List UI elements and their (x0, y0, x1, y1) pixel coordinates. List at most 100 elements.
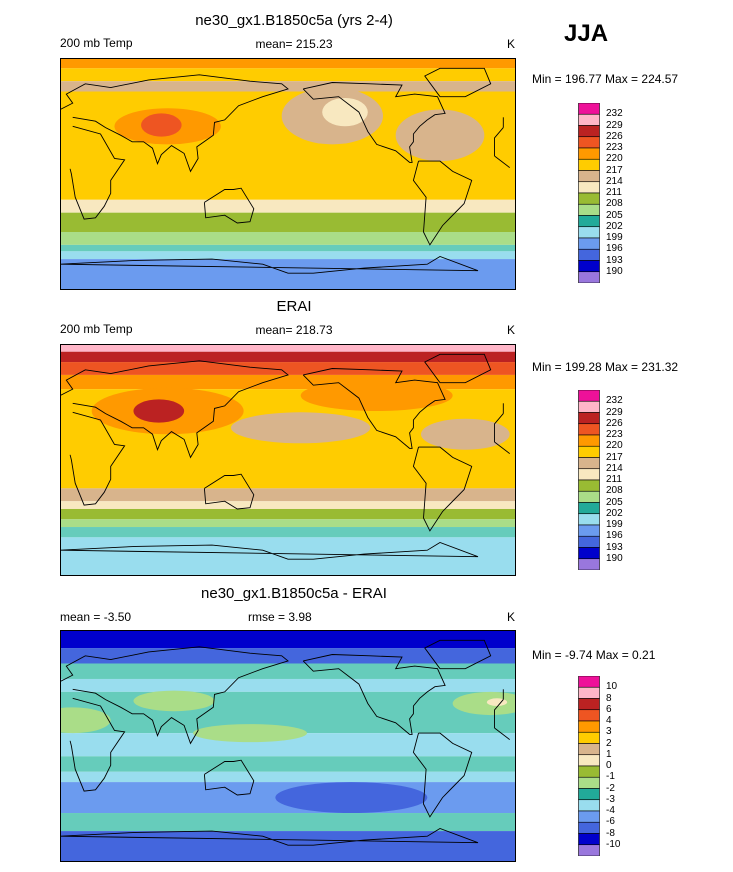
colorbar-tick-label: 211 (606, 187, 622, 198)
colorbar-tick-label: -8 (606, 827, 615, 839)
map-frame (60, 58, 516, 290)
coastline (412, 732, 473, 818)
contour-band (60, 527, 516, 538)
colorbar-box (578, 686, 600, 699)
colorbar-tick-label: 223 (606, 142, 623, 153)
coastline (69, 125, 126, 220)
colorbar-tick-label: 8 (606, 692, 612, 704)
coastline (60, 646, 289, 745)
colorbar-box (578, 524, 600, 537)
colorbar-box (578, 192, 600, 205)
colorbar-box (578, 754, 600, 767)
colorbar-box (578, 260, 600, 273)
colorbar-box (578, 136, 600, 149)
contour-blob (395, 109, 485, 162)
contour-band (60, 519, 516, 528)
contour-blob (133, 690, 215, 712)
coastline (494, 413, 504, 442)
colorbar-box (578, 457, 600, 470)
colorbar-box (578, 445, 600, 458)
units-label-obs: K (507, 323, 516, 337)
colorbar-box (578, 271, 600, 283)
colorbar-box (578, 125, 600, 138)
panel-title-diff: ne30_gx1.B1850c5a - ERAI (201, 585, 387, 602)
colorbar-tick-label: 229 (606, 406, 623, 418)
colorbar-tick-label: 199 (606, 232, 623, 243)
coastline (494, 699, 504, 728)
contour-band (60, 508, 516, 520)
contour-band (60, 251, 516, 260)
colorbar-tick-label: 190 (606, 265, 623, 277)
contour-band (60, 212, 516, 232)
colorbar-box (578, 833, 600, 846)
contour-band (60, 537, 516, 576)
contour-band (60, 344, 516, 352)
contour-blob (421, 418, 510, 450)
colorbar-box (578, 400, 600, 413)
coastline (203, 473, 255, 510)
contour-band (60, 351, 516, 363)
colorbar-box (578, 731, 600, 744)
contour-band (60, 488, 516, 502)
map-frame (60, 344, 516, 576)
contour-band (60, 68, 516, 82)
colorbar-tick-label: 232 (606, 108, 623, 120)
colorbar-tick-label: 2 (606, 737, 612, 749)
colorbar-box (578, 390, 600, 402)
colorbar-box (578, 479, 600, 492)
colorbar-tick-label: 199 (606, 519, 623, 530)
colorbar-tick-label: 6 (606, 703, 612, 715)
colorbar-box (578, 412, 600, 425)
contour-blob (452, 691, 516, 716)
colorbar-tick-label: 229 (606, 119, 623, 131)
colorbar-tick-label: 3 (606, 726, 612, 738)
colorbar-tick-label: 190 (606, 552, 623, 564)
mean-label-obs: mean= 218.73 (255, 323, 333, 337)
colorbar-box (578, 237, 600, 250)
colorbar-tick-label: 193 (606, 541, 623, 553)
contour-band (60, 259, 516, 290)
colorbar-box (578, 709, 600, 722)
colorbar-box (578, 215, 600, 228)
rmse-label-diff: rmse = 3.98 (248, 610, 312, 624)
colorbar-tick-label: -2 (606, 782, 615, 794)
colorbar-tick-label: -10 (606, 838, 621, 850)
coastline (69, 697, 126, 792)
colorbar-box (578, 468, 600, 481)
colorbar-tick-label: 196 (606, 530, 623, 542)
colorbar-tick-label: 214 (606, 175, 623, 187)
coastline (60, 256, 479, 274)
coastline (302, 82, 446, 163)
coastline (494, 127, 504, 156)
colorbar-tick-label: 4 (606, 715, 612, 726)
colorbar-tick-label: -1 (606, 771, 615, 783)
colorbar-box (578, 203, 600, 216)
coastline (494, 727, 510, 740)
colorbar-tick-label: 226 (606, 130, 623, 142)
coastline (302, 368, 446, 449)
minmax-label-model: Min = 196.77 Max = 224.57 (532, 72, 679, 86)
colorbar-box (578, 799, 600, 812)
colorbar-tick-label: 205 (606, 496, 623, 508)
colorbar-tick-label: 220 (606, 440, 623, 452)
minmax-label-obs: Min = 199.28 Max = 231.32 (532, 360, 679, 374)
coastline (60, 360, 289, 459)
colorbar-tick-label: 232 (606, 395, 623, 407)
colorbar-tick-label: 223 (606, 429, 623, 440)
colorbar-tick-label: 1 (606, 748, 612, 760)
coastline (424, 353, 492, 384)
colorbar-tick-label: 208 (606, 198, 623, 210)
colorbar-tick-label: 220 (606, 153, 623, 165)
colorbar-tick-label: 214 (606, 462, 623, 474)
colorbar-tick-label: 211 (606, 474, 622, 485)
map-diff (60, 630, 516, 862)
contour-band (60, 630, 516, 649)
colorbar-box (578, 844, 600, 856)
colorbar-obs (578, 390, 600, 570)
coastline (60, 74, 289, 173)
contour-band (60, 831, 516, 862)
map-model (60, 58, 516, 290)
colorbar-box (578, 788, 600, 801)
contour-blob (141, 113, 182, 137)
units-label-model: K (507, 37, 516, 51)
